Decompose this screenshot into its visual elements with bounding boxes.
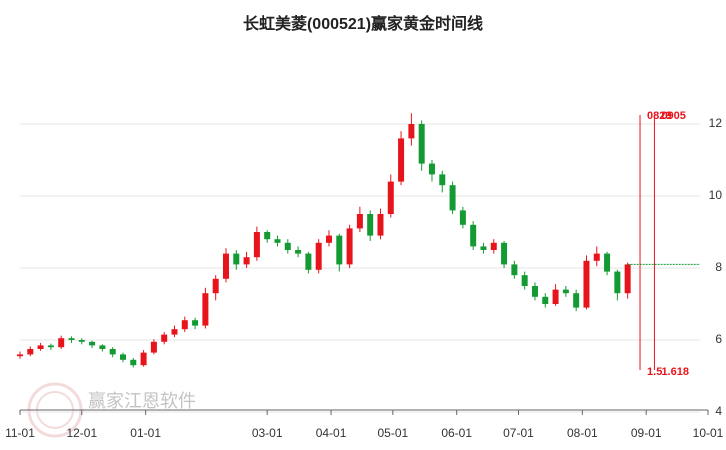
candle-body bbox=[542, 296, 549, 304]
x-tick-label: 01-01 bbox=[130, 426, 161, 440]
time-line-label: 0905 bbox=[661, 110, 685, 122]
candle-body bbox=[480, 246, 487, 250]
candle-body bbox=[27, 349, 34, 355]
candle-body bbox=[428, 163, 435, 175]
candle-body bbox=[367, 214, 374, 236]
candle-body bbox=[222, 253, 229, 279]
candle-body bbox=[284, 242, 291, 250]
candle-body bbox=[336, 235, 343, 265]
candle-body bbox=[47, 345, 54, 348]
candle-body bbox=[439, 174, 446, 186]
candle-body bbox=[150, 341, 157, 353]
candle-body bbox=[78, 340, 85, 342]
candle-body bbox=[212, 278, 219, 294]
candle-body bbox=[305, 253, 312, 270]
candle-body bbox=[140, 352, 147, 366]
candle-body bbox=[573, 293, 580, 308]
candle-body bbox=[624, 264, 631, 294]
candle-body bbox=[109, 349, 116, 355]
candle-body bbox=[58, 338, 65, 348]
y-tick-label: 10 bbox=[709, 188, 723, 202]
x-tick-label: 06-01 bbox=[441, 426, 472, 440]
candle-body bbox=[89, 341, 96, 346]
candle-body bbox=[511, 264, 518, 276]
x-tick-label: 11-01 bbox=[5, 426, 35, 440]
candle-body bbox=[274, 239, 281, 243]
x-tick-label: 07-01 bbox=[503, 426, 534, 440]
candle-body bbox=[418, 124, 425, 164]
candle-body bbox=[408, 124, 415, 139]
candle-body bbox=[37, 345, 44, 349]
candle-body bbox=[315, 242, 322, 270]
candle-body bbox=[490, 242, 497, 250]
candle-body bbox=[398, 138, 405, 182]
x-tick-label: 12-01 bbox=[66, 426, 97, 440]
x-tick-label: 09-01 bbox=[631, 426, 662, 440]
candle-body bbox=[377, 214, 384, 236]
candle-body bbox=[99, 345, 106, 349]
candle-body bbox=[17, 354, 23, 357]
candle-body bbox=[614, 271, 621, 294]
candle-body bbox=[181, 320, 188, 330]
chart-title: 长虹美菱(000521)赢家黄金时间线 bbox=[243, 14, 483, 33]
x-tick-label: 03-01 bbox=[252, 426, 283, 440]
y-tick-label: 8 bbox=[715, 260, 722, 274]
candle-body bbox=[470, 224, 477, 247]
candle-body bbox=[521, 275, 528, 286]
x-tick-label: 04-01 bbox=[316, 426, 347, 440]
y-tick-label: 12 bbox=[709, 116, 723, 130]
candle-body bbox=[202, 293, 209, 326]
candle-body bbox=[562, 289, 569, 294]
candle-body bbox=[130, 359, 137, 366]
candle-body bbox=[68, 338, 75, 340]
candle-body bbox=[295, 250, 302, 254]
candle-body bbox=[449, 185, 456, 211]
candle-body bbox=[583, 260, 590, 308]
candle-body bbox=[192, 320, 199, 326]
time-line-ratio: 1.618 bbox=[661, 366, 689, 378]
candle-body bbox=[604, 253, 611, 272]
candle-body bbox=[356, 214, 363, 229]
x-tick-label: 08-01 bbox=[567, 426, 598, 440]
candle-body bbox=[531, 286, 538, 297]
candle-body bbox=[552, 289, 559, 304]
time-line-ratio: 1.5 bbox=[647, 366, 662, 378]
x-tick-label: 10-01 bbox=[693, 426, 724, 440]
watermark: 赢家江恩软件 bbox=[88, 390, 196, 411]
candle-body bbox=[593, 253, 600, 261]
candle-body bbox=[501, 242, 508, 265]
candle-body bbox=[459, 210, 466, 225]
y-tick-label: 6 bbox=[715, 332, 722, 346]
candle-body bbox=[346, 228, 353, 265]
candle-body bbox=[325, 235, 332, 243]
y-tick-label: 4 bbox=[715, 404, 722, 418]
candle-body bbox=[233, 253, 240, 265]
candle-body bbox=[171, 329, 178, 335]
time-line-label: 0829 bbox=[647, 110, 671, 122]
x-tick-label: 05-01 bbox=[377, 426, 408, 440]
candle-body bbox=[387, 181, 394, 214]
candle-body bbox=[119, 354, 126, 360]
candle-body bbox=[161, 334, 168, 342]
candle-body bbox=[243, 257, 250, 265]
candle-body bbox=[264, 232, 271, 240]
candle-body bbox=[253, 232, 260, 258]
